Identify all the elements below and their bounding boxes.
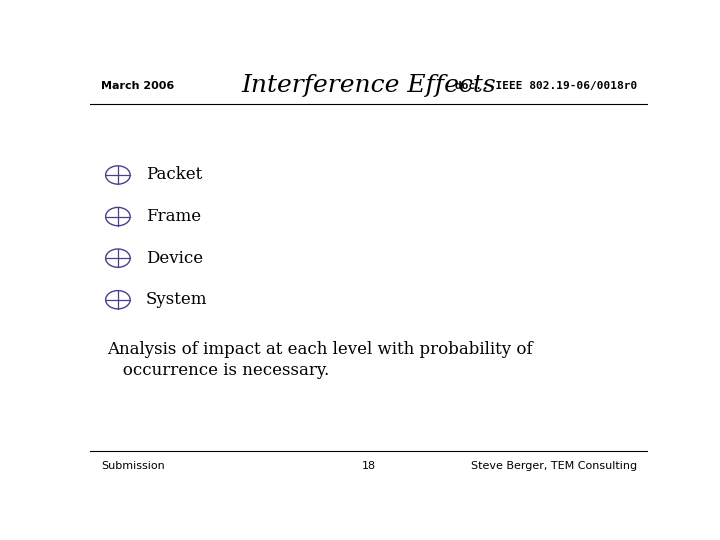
Text: Device: Device	[145, 249, 203, 267]
Text: occurrence is necessary.: occurrence is necessary.	[107, 362, 329, 379]
Text: Frame: Frame	[145, 208, 201, 225]
Text: Submission: Submission	[101, 461, 165, 471]
Text: Analysis of impact at each level with probability of: Analysis of impact at each level with pr…	[107, 341, 532, 358]
Text: doc.: IEEE 802.19-06/0018r0: doc.: IEEE 802.19-06/0018r0	[454, 80, 637, 91]
Text: Interference Effects: Interference Effects	[242, 74, 496, 97]
Text: Packet: Packet	[145, 166, 202, 184]
Text: March 2006: March 2006	[101, 80, 174, 91]
Text: System: System	[145, 291, 207, 308]
Text: Steve Berger, TEM Consulting: Steve Berger, TEM Consulting	[471, 461, 637, 471]
Text: 18: 18	[362, 461, 376, 471]
